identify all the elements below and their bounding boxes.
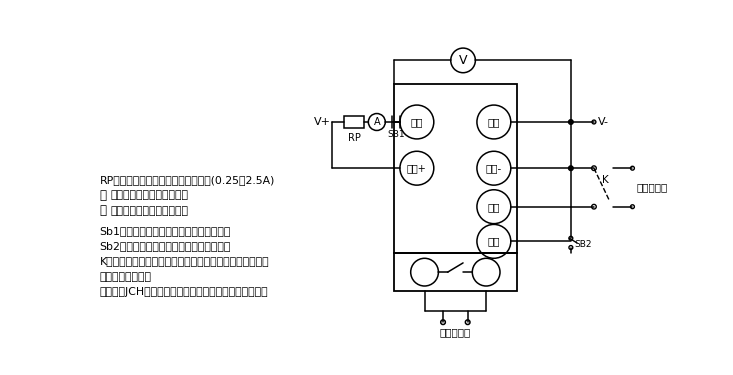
Text: Ⓐ: Ⓐ [100, 189, 106, 202]
Text: Sb2为常开按钮，用来测试放电闭锁功能。: Sb2为常开按钮，用来测试放电闭锁功能。 [100, 241, 231, 251]
Text: SB1: SB1 [387, 130, 405, 140]
Text: V-: V- [598, 117, 609, 127]
Bar [394, 253, 517, 291]
Text: RP: RP [347, 133, 361, 143]
Text: K: K [602, 175, 609, 185]
Text: 另有一付JCH常开触点接秒表停止，用来停止秒表计时。: 另有一付JCH常开触点接秒表停止，用来停止秒表计时。 [100, 287, 268, 297]
Text: 电源-: 电源- [486, 163, 502, 173]
Circle shape [569, 166, 573, 171]
Text: 电源+: 电源+ [407, 163, 427, 173]
Text: 合闸: 合闸 [487, 117, 500, 127]
Text: 为安培表用来监视合闸电流: 为安培表用来监视合闸电流 [111, 190, 188, 200]
Text: V+: V+ [314, 117, 331, 127]
Circle shape [569, 120, 573, 124]
Text: Sb1为常闭按钮，用来复位合闸保持电流。: Sb1为常闭按钮，用来复位合闸保持电流。 [100, 226, 231, 236]
Text: 接秒表启动: 接秒表启动 [636, 183, 668, 192]
Text: A: A [374, 117, 380, 127]
Text: SB2: SB2 [575, 240, 592, 249]
Text: 控制延时的启动。: 控制延时的启动。 [100, 272, 152, 282]
Text: RP为大功率滑成变阻器用来调节电流(0.25～2.5A): RP为大功率滑成变阻器用来调节电流(0.25～2.5A) [100, 175, 275, 185]
Text: 为电压表用来监视额定电压: 为电压表用来监视额定电压 [111, 206, 188, 216]
Text: Ⓥ: Ⓥ [100, 204, 106, 217]
Bar [344, 116, 364, 128]
Bar [394, 84, 517, 253]
Text: 启动: 启动 [487, 202, 500, 212]
Text: 放电: 放电 [487, 236, 500, 246]
Text: 重合: 重合 [410, 117, 423, 127]
Text: V: V [459, 54, 468, 67]
Text: 接秒表停止: 接秒表停止 [440, 327, 471, 337]
Text: K为刀开关或同一继电器的两付同时动作的常开触点，用来: K为刀开关或同一继电器的两付同时动作的常开触点，用来 [100, 256, 269, 266]
